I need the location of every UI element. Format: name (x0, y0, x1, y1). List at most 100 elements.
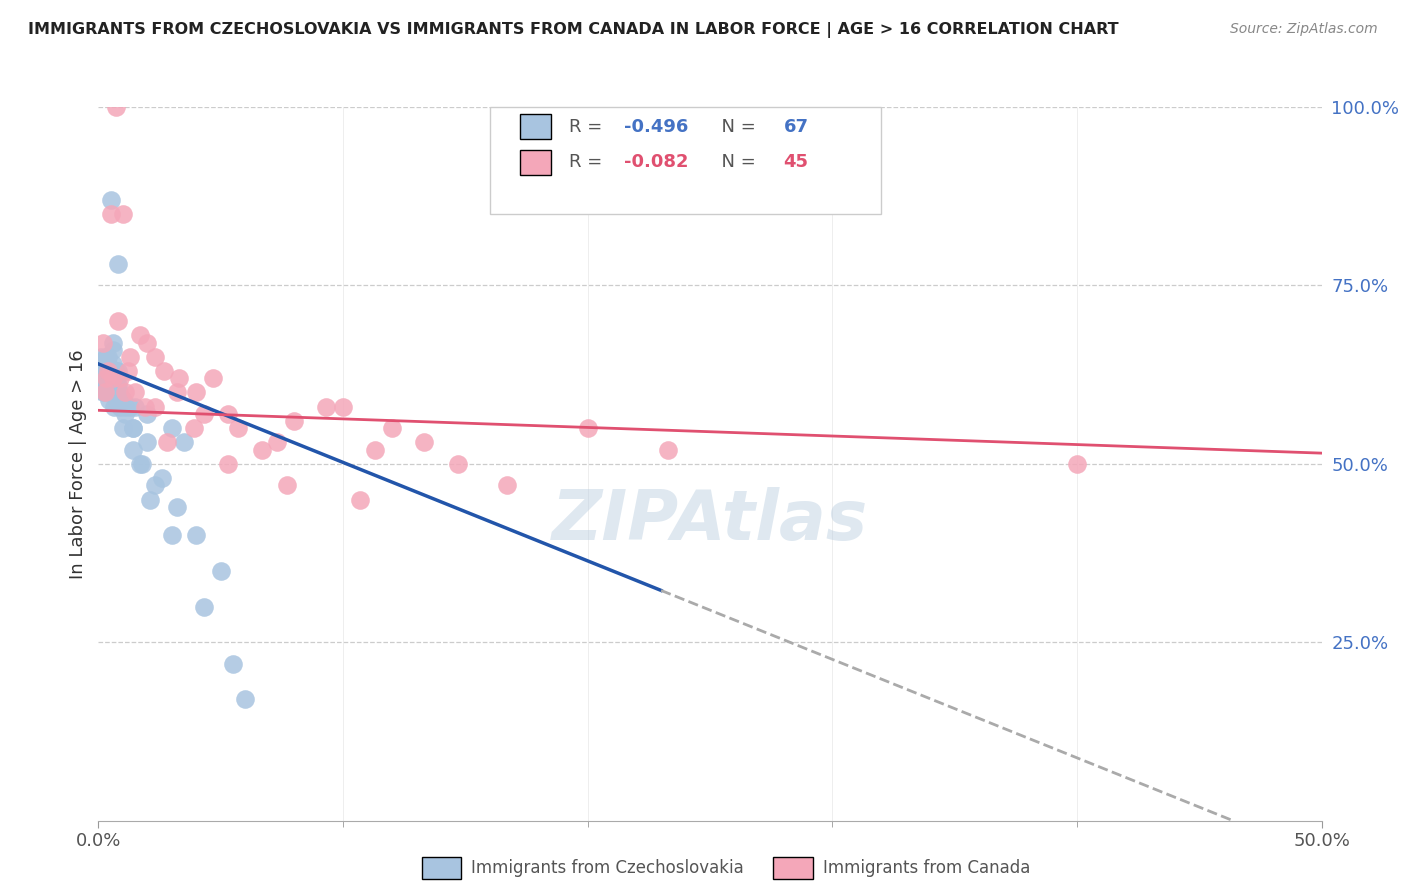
Point (447, 457, 470, 471)
Point (143, 350, 166, 364)
Point (111, 421, 134, 435)
Point (139, 492, 162, 507)
Point (183, 421, 205, 435)
Point (252, 442, 274, 457)
Point (104, 364, 127, 378)
Text: -0.496: -0.496 (624, 118, 689, 136)
Point (97, 378, 120, 392)
Point (131, 457, 153, 471)
Text: Source: ZipAtlas.com: Source: ZipAtlas.com (1230, 22, 1378, 37)
Point (1066, 457, 1088, 471)
Point (100, 385, 122, 400)
Point (114, 400, 136, 414)
Point (186, 528, 208, 542)
Point (101, 371, 124, 385)
Text: IMMIGRANTS FROM CZECHOSLOVAKIA VS IMMIGRANTS FROM CANADA IN LABOR FORCE | AGE > : IMMIGRANTS FROM CZECHOSLOVAKIA VS IMMIGR… (28, 22, 1119, 38)
Point (193, 599, 215, 614)
Point (134, 400, 156, 414)
Point (94, 364, 117, 378)
Point (98, 371, 121, 385)
Point (103, 400, 125, 414)
Point (98, 392, 121, 407)
Point (120, 400, 142, 414)
Point (90, 350, 112, 364)
Text: R =: R = (569, 153, 609, 171)
Point (101, 357, 124, 371)
Point (101, 335, 124, 350)
Text: ZIPAtlas: ZIPAtlas (553, 487, 868, 555)
Point (104, 100, 127, 114)
Point (107, 378, 129, 392)
Point (136, 407, 159, 421)
FancyBboxPatch shape (520, 114, 551, 139)
Point (124, 385, 146, 400)
Point (96, 364, 118, 378)
Point (100, 207, 122, 221)
Point (111, 392, 134, 407)
Point (105, 371, 128, 385)
Point (332, 400, 354, 414)
Point (120, 350, 142, 364)
Text: N =: N = (710, 118, 762, 136)
Point (97, 350, 120, 364)
FancyBboxPatch shape (520, 150, 551, 175)
Point (283, 414, 305, 428)
Point (193, 407, 215, 421)
Point (114, 385, 136, 400)
Point (153, 364, 176, 378)
Point (202, 371, 225, 385)
Text: N =: N = (710, 153, 762, 171)
Point (110, 400, 132, 414)
Point (91, 371, 114, 385)
Point (657, 442, 679, 457)
Point (104, 392, 127, 407)
Point (217, 407, 239, 421)
Point (136, 435, 159, 450)
Text: Immigrants from Canada: Immigrants from Canada (823, 859, 1029, 877)
Y-axis label: In Labor Force | Age > 16: In Labor Force | Age > 16 (69, 349, 87, 579)
Point (103, 378, 125, 392)
Point (217, 457, 239, 471)
Point (209, 564, 232, 578)
Text: R =: R = (569, 118, 609, 136)
Point (91, 364, 114, 378)
Point (94, 371, 117, 385)
Point (91, 378, 114, 392)
Point (266, 435, 288, 450)
Point (100, 385, 122, 400)
Point (156, 435, 179, 450)
Point (94, 350, 117, 364)
Point (173, 435, 195, 450)
Point (150, 471, 173, 485)
Point (222, 657, 245, 671)
Point (364, 442, 387, 457)
Point (381, 421, 404, 435)
Point (97, 364, 120, 378)
Point (93, 371, 115, 385)
Point (576, 421, 599, 435)
Point (136, 335, 159, 350)
Text: Immigrants from Czechoslovakia: Immigrants from Czechoslovakia (471, 859, 744, 877)
Point (117, 364, 139, 378)
Point (107, 257, 129, 271)
Point (91, 385, 114, 400)
Point (93, 385, 115, 400)
Text: -0.082: -0.082 (624, 153, 689, 171)
Point (143, 478, 166, 492)
Point (110, 371, 132, 385)
Point (107, 314, 129, 328)
Text: 67: 67 (783, 118, 808, 136)
Point (166, 385, 188, 400)
Point (186, 385, 208, 400)
Point (160, 528, 183, 542)
Point (104, 371, 127, 385)
Point (101, 343, 124, 357)
Point (121, 421, 143, 435)
Point (94, 378, 117, 392)
Point (315, 400, 337, 414)
Point (111, 207, 134, 221)
Point (143, 400, 166, 414)
Point (94, 385, 117, 400)
Point (349, 492, 371, 507)
Point (276, 478, 298, 492)
